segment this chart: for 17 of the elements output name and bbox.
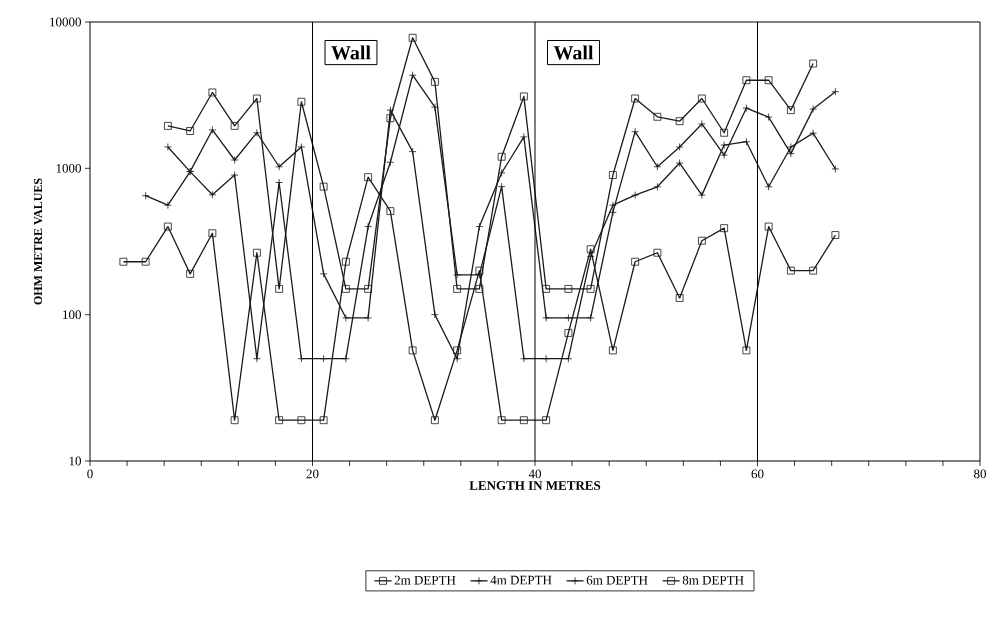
- legend-label: 2m DEPTH: [394, 575, 456, 585]
- x-tick-label: 0: [87, 469, 93, 479]
- x-tick-label: 20: [306, 469, 319, 479]
- legend-label: 8m DEPTH: [682, 575, 744, 585]
- ref-line-label: Wall: [553, 45, 594, 60]
- legend-label: 4m DEPTH: [490, 575, 552, 585]
- x-axis-title: LENGTH IN METRES: [469, 481, 601, 490]
- ref-line-label: Wall: [331, 45, 371, 60]
- legend-label: 6m DEPTH: [586, 575, 648, 585]
- x-tick-label: 80: [974, 469, 987, 479]
- y-tick-label: 100: [63, 310, 81, 320]
- y-tick-label: 10: [69, 456, 81, 466]
- y-tick-label: 10000: [50, 17, 81, 27]
- y-axis-title: OHM METRE VALUES: [34, 178, 43, 305]
- x-tick-label: 60: [751, 469, 764, 479]
- y-tick-label: 1000: [56, 163, 81, 173]
- x-tick-label: 40: [528, 469, 542, 479]
